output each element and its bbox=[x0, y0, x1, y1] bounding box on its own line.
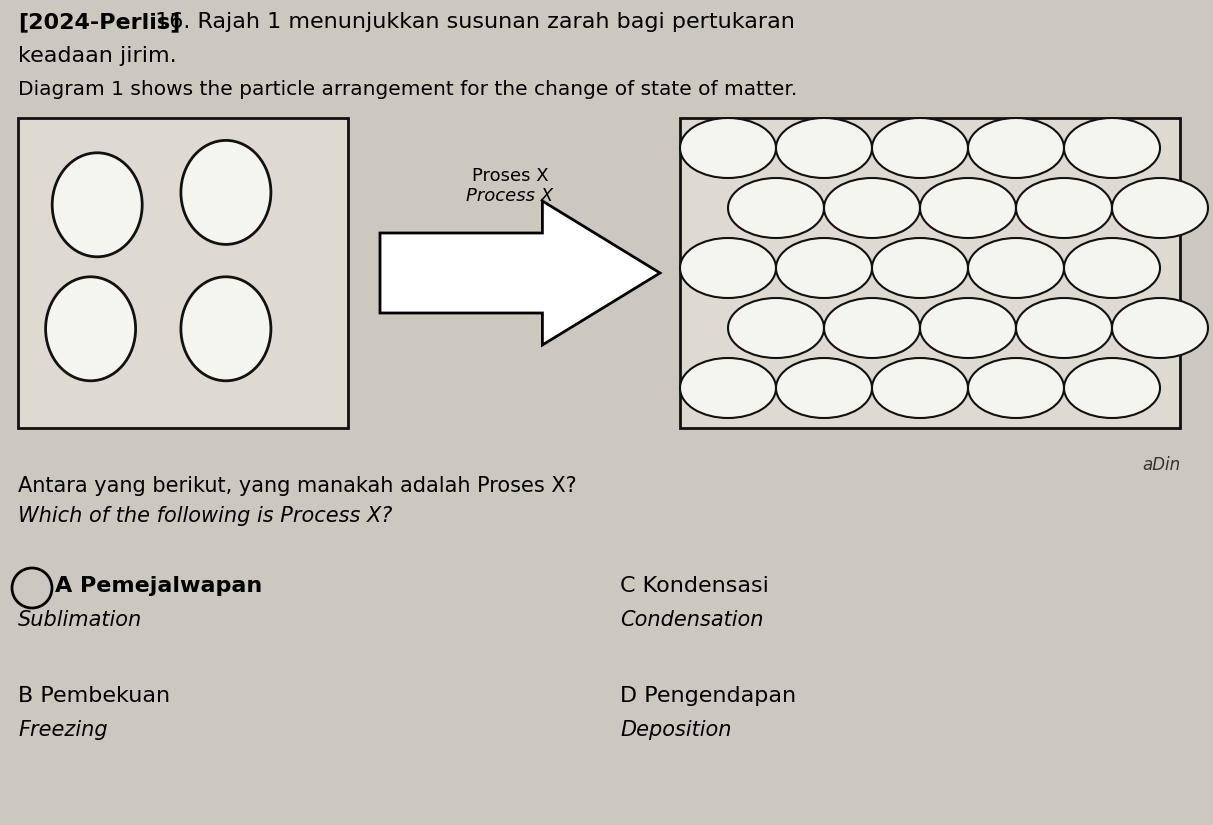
Ellipse shape bbox=[1064, 118, 1160, 178]
Text: Condensation: Condensation bbox=[620, 610, 763, 630]
Ellipse shape bbox=[1064, 358, 1160, 418]
Ellipse shape bbox=[728, 298, 824, 358]
Ellipse shape bbox=[52, 153, 142, 257]
Text: C Kondensasi: C Kondensasi bbox=[620, 576, 769, 596]
Text: keadaan jirim.: keadaan jirim. bbox=[18, 46, 177, 66]
Ellipse shape bbox=[968, 238, 1064, 298]
Ellipse shape bbox=[680, 118, 776, 178]
Ellipse shape bbox=[1112, 178, 1208, 238]
Text: Diagram 1 shows the particle arrangement for the change of state of matter.: Diagram 1 shows the particle arrangement… bbox=[18, 80, 797, 99]
Text: Process X: Process X bbox=[467, 187, 553, 205]
Text: Antara yang berikut, yang manakah adalah Proses X?: Antara yang berikut, yang manakah adalah… bbox=[18, 476, 576, 496]
Ellipse shape bbox=[968, 358, 1064, 418]
Ellipse shape bbox=[872, 238, 968, 298]
Ellipse shape bbox=[872, 358, 968, 418]
Bar bbox=[680, 118, 1180, 428]
Text: Proses X: Proses X bbox=[472, 167, 548, 185]
Ellipse shape bbox=[824, 178, 919, 238]
Text: B Pembekuan: B Pembekuan bbox=[18, 686, 170, 706]
Ellipse shape bbox=[776, 118, 872, 178]
Ellipse shape bbox=[824, 298, 919, 358]
Ellipse shape bbox=[919, 298, 1016, 358]
Text: D Pengendapan: D Pengendapan bbox=[620, 686, 796, 706]
Bar bbox=[18, 118, 348, 428]
Ellipse shape bbox=[1016, 178, 1112, 238]
Ellipse shape bbox=[1016, 298, 1112, 358]
Text: Deposition: Deposition bbox=[620, 720, 731, 740]
Ellipse shape bbox=[680, 238, 776, 298]
Ellipse shape bbox=[1112, 298, 1208, 358]
Ellipse shape bbox=[776, 358, 872, 418]
Text: aDin: aDin bbox=[1141, 456, 1180, 474]
Text: A Pemejalwapan: A Pemejalwapan bbox=[55, 576, 262, 596]
Ellipse shape bbox=[181, 277, 270, 381]
Ellipse shape bbox=[680, 358, 776, 418]
Ellipse shape bbox=[919, 178, 1016, 238]
Ellipse shape bbox=[46, 277, 136, 381]
Ellipse shape bbox=[968, 118, 1064, 178]
Ellipse shape bbox=[1064, 238, 1160, 298]
Text: [2024-Perlis]: [2024-Perlis] bbox=[18, 12, 181, 32]
Text: Sublimation: Sublimation bbox=[18, 610, 142, 630]
Ellipse shape bbox=[776, 238, 872, 298]
Ellipse shape bbox=[728, 178, 824, 238]
Text: Freezing: Freezing bbox=[18, 720, 108, 740]
Ellipse shape bbox=[872, 118, 968, 178]
Text: Which of the following is Process X?: Which of the following is Process X? bbox=[18, 506, 392, 526]
Text: 16. Rajah 1 menunjukkan susunan zarah bagi pertukaran: 16. Rajah 1 menunjukkan susunan zarah ba… bbox=[148, 12, 795, 32]
Polygon shape bbox=[380, 201, 660, 345]
Ellipse shape bbox=[181, 140, 270, 244]
